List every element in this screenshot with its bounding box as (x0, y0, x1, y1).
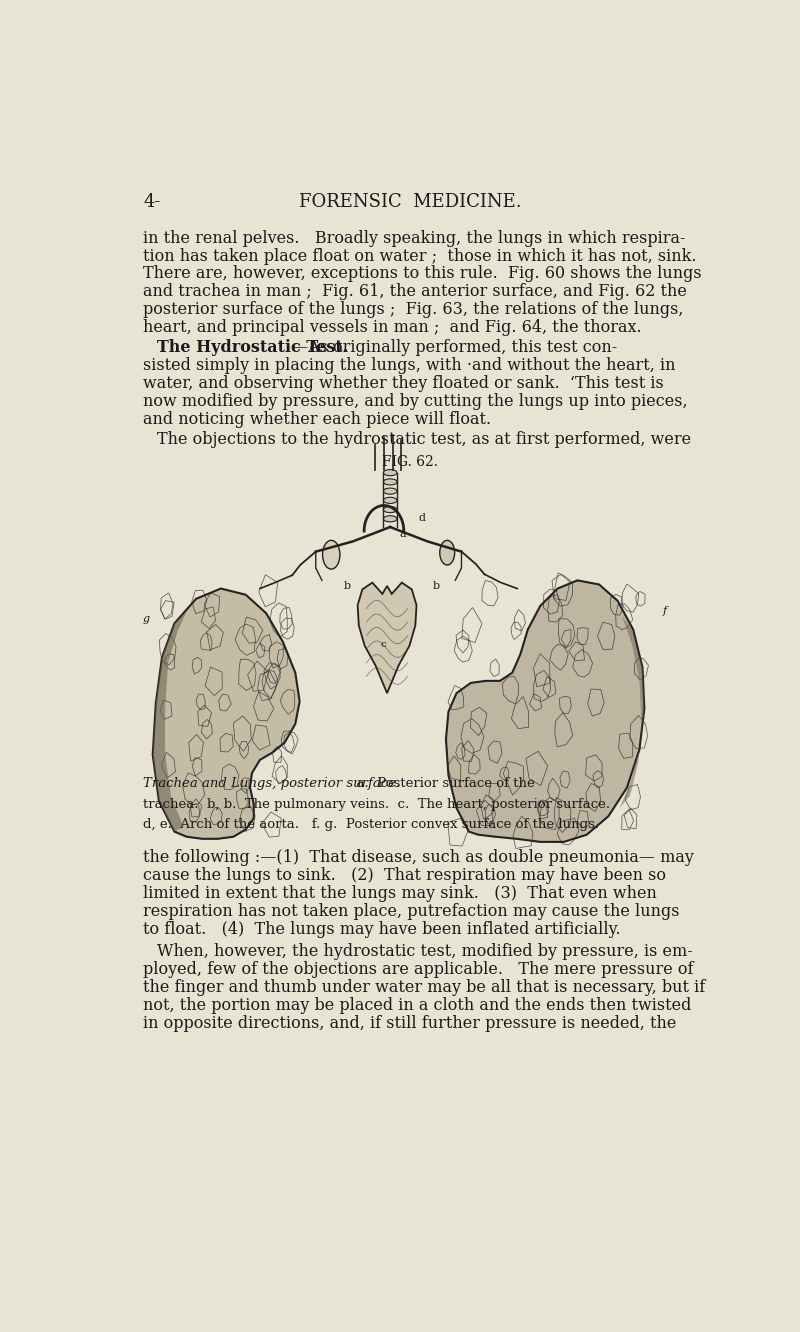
Text: posterior surface of the lungs ;  Fig. 63, the relations of the lungs,: posterior surface of the lungs ; Fig. 63… (143, 301, 684, 318)
Polygon shape (446, 581, 644, 842)
Text: not, the portion may be placed in a cloth and the ends then twisted: not, the portion may be placed in a clot… (143, 996, 692, 1014)
Ellipse shape (383, 515, 397, 522)
Polygon shape (153, 589, 300, 839)
Ellipse shape (383, 506, 397, 513)
Text: now modified by pressure, and by cutting the lungs up into pieces,: now modified by pressure, and by cutting… (143, 393, 688, 410)
Polygon shape (619, 617, 644, 809)
Text: a: a (399, 529, 406, 539)
Text: the following :—(1)  That disease, such as double pneumonia— may: the following :—(1) That disease, such a… (143, 848, 694, 866)
Text: Trachea and Lungs, posterior surface.: Trachea and Lungs, posterior surface. (143, 778, 401, 790)
Text: c: c (381, 639, 386, 649)
Text: tion has taken place float on water ;  those in which it has not, sink.: tion has taken place float on water ; th… (143, 248, 697, 265)
Text: f: f (663, 606, 667, 617)
Text: FIG. 62.: FIG. 62. (382, 456, 438, 469)
Text: and noticing whether each piece will float.: and noticing whether each piece will flo… (143, 412, 491, 428)
Text: FORENSIC  MEDICINE.: FORENSIC MEDICINE. (298, 193, 522, 210)
Text: heart, and principal vessels in man ;  and Fig. 64, the thorax.: heart, and principal vessels in man ; an… (143, 320, 642, 336)
Circle shape (440, 541, 454, 565)
Ellipse shape (383, 478, 397, 485)
Ellipse shape (383, 470, 397, 476)
Text: sisted simply in placing the lungs, with ·and without the heart, in: sisted simply in placing the lungs, with… (143, 357, 676, 374)
Text: a.  Posterior surface of the: a. Posterior surface of the (348, 778, 534, 790)
Text: in the renal pelves.   Broadly speaking, the lungs in which respira-: in the renal pelves. Broadly speaking, t… (143, 229, 686, 246)
Ellipse shape (383, 497, 397, 503)
Polygon shape (153, 611, 187, 831)
Text: d, e.  Arch of the aorta.   f. g.  Posterior convex surface of the lungs.: d, e. Arch of the aorta. f. g. Posterior… (143, 818, 599, 831)
Text: g: g (142, 614, 150, 625)
Text: limited in extent that the lungs may sink.   (3)  That even when: limited in extent that the lungs may sin… (143, 884, 658, 902)
Text: d: d (418, 513, 425, 523)
Text: b: b (432, 581, 439, 590)
Text: The Hydrostatic Test.: The Hydrostatic Test. (157, 340, 348, 357)
Text: ployed, few of the objections are applicable.   The mere pressure of: ployed, few of the objections are applic… (143, 960, 694, 978)
Text: water, and observing whether they floated or sank.  ‘This test is: water, and observing whether they floate… (143, 376, 664, 392)
Ellipse shape (383, 488, 397, 494)
Text: cause the lungs to sink.   (2)  That respiration may have been so: cause the lungs to sink. (2) That respir… (143, 867, 666, 884)
Polygon shape (358, 582, 417, 693)
Text: The objections to the hydrostatic test, as at first performed, were: The objections to the hydrostatic test, … (157, 432, 691, 448)
Text: b: b (344, 581, 350, 590)
Text: trachea.  b, b.  The pulmonary veins.  c.  The heart, posterior surface.: trachea. b, b. The pulmonary veins. c. T… (143, 798, 610, 811)
Text: 4-: 4- (143, 193, 161, 210)
Text: the finger and thumb under water may be all that is necessary, but if: the finger and thumb under water may be … (143, 979, 706, 996)
Text: There are, however, exceptions to this rule.  Fig. 60 shows the lungs: There are, however, exceptions to this r… (143, 265, 702, 282)
Text: in opposite directions, and, if still further pressure is needed, the: in opposite directions, and, if still fu… (143, 1015, 677, 1032)
Text: respiration has not taken place, putrefaction may cause the lungs: respiration has not taken place, putrefa… (143, 903, 680, 920)
Text: When, however, the hydrostatic test, modified by pressure, is em-: When, however, the hydrostatic test, mod… (157, 943, 693, 960)
Circle shape (322, 541, 340, 569)
Text: to float.   (4)  The lungs may have been inflated artificially.: to float. (4) The lungs may have been in… (143, 920, 621, 938)
Text: and trachea in man ;  Fig. 61, the anterior surface, and Fig. 62 the: and trachea in man ; Fig. 61, the anteri… (143, 284, 687, 301)
Text: —As originally performed, this test con-: —As originally performed, this test con- (292, 340, 618, 357)
